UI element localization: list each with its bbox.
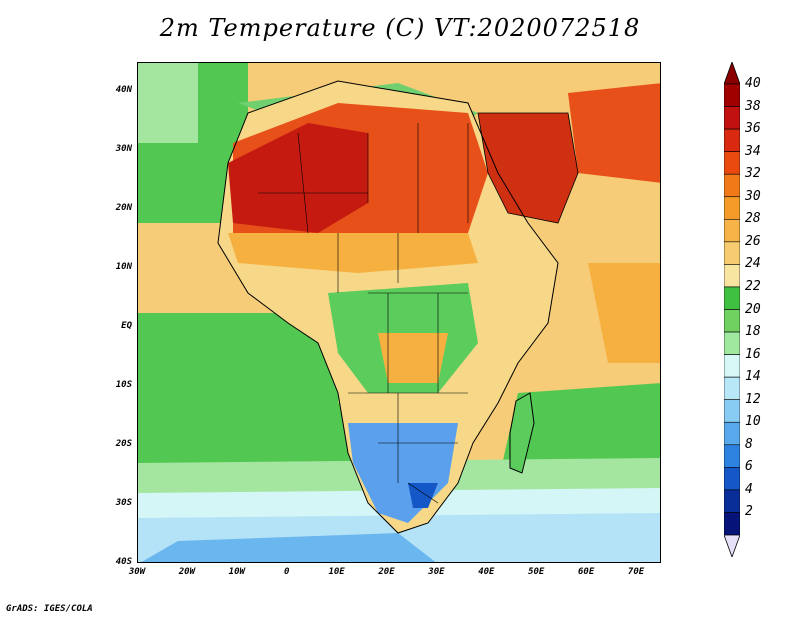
madagascar-outline — [509, 392, 535, 474]
colorbar-segment — [724, 106, 740, 130]
colorbar-label: 14 — [745, 369, 761, 385]
ocean-south-blue — [141, 533, 436, 562]
colorbar-min-arrow — [724, 534, 740, 557]
latitude-label: 10N — [115, 262, 132, 273]
colorbar-label: 22 — [745, 278, 761, 294]
latitude-label: 20S — [115, 439, 132, 450]
colorbar-segment — [724, 331, 740, 355]
latitude-label: 20N — [115, 203, 132, 214]
longitude-label: 30W — [128, 567, 146, 577]
colorbar-label: 26 — [745, 233, 761, 249]
map-title: 2m Temperature (C) VT:2020072518 — [159, 14, 641, 42]
longitude-label: 10W — [228, 567, 245, 577]
colorbar-label: 16 — [745, 346, 761, 362]
colorbar-segment — [724, 421, 740, 446]
colorbar-segment — [724, 489, 740, 513]
longitude-label: 0 — [283, 567, 290, 577]
latitude-label: 30N — [115, 144, 132, 155]
latitude-label: 40N — [115, 85, 132, 96]
longitude-label: 70E — [627, 567, 645, 577]
colorbar-label: 34 — [745, 143, 761, 159]
longitude-label: 40E — [478, 567, 495, 577]
colorbar-segment — [724, 196, 740, 220]
borders — [258, 123, 469, 504]
colorbar-label: 38 — [745, 98, 761, 114]
colorbar-segment — [724, 151, 740, 175]
colorbar-label: 6 — [745, 459, 753, 475]
colorbar-segment — [724, 354, 740, 378]
madagascar — [510, 393, 534, 473]
colorbar-label: 36 — [745, 121, 761, 137]
colorbar-segment — [724, 219, 740, 243]
colorbar-label: 12 — [745, 391, 761, 407]
middle-east-mixed — [568, 83, 660, 183]
colorbar-segment — [724, 512, 740, 536]
ocean-south-atlantic-green — [138, 403, 353, 473]
grads-credit: GrADS: IGES/COLA — [6, 604, 93, 614]
longitude-label: 20E — [378, 567, 395, 577]
colorbar-label: 20 — [745, 301, 761, 317]
ocean-indian-green — [498, 383, 660, 483]
colorbar-segment — [724, 264, 740, 288]
sahara-hot-core — [228, 123, 368, 233]
ocean-gulf-guinea-green — [138, 313, 348, 403]
temperature-map — [137, 62, 661, 563]
colorbar-segment — [724, 83, 740, 107]
colorbar-segment — [724, 309, 740, 333]
sahel-band — [228, 233, 478, 273]
longitude-label: 20W — [178, 567, 196, 577]
colorbar-label: 4 — [745, 481, 753, 497]
longitude-label: 50E — [528, 567, 545, 577]
longitude-label: 10E — [328, 567, 345, 577]
colorbar-segment — [724, 467, 740, 491]
colorbar-label: 2 — [745, 504, 753, 520]
colorbar-label: 10 — [745, 414, 761, 430]
colorbar-segment — [724, 286, 740, 310]
colorbar-segment — [724, 399, 740, 423]
arabia-outline — [477, 112, 579, 224]
colorbar — [724, 62, 740, 557]
map-canvas — [138, 63, 660, 562]
coastline — [217, 80, 559, 534]
colorbar-label: 24 — [745, 256, 761, 272]
colorbar-label: 30 — [745, 188, 761, 204]
colorbar-label: 28 — [745, 211, 761, 227]
colorbar-segment — [724, 241, 740, 265]
ocean-atlantic-north-cool — [138, 63, 198, 143]
latitude-label: EQ — [121, 321, 132, 332]
latitude-label: 10S — [115, 380, 132, 391]
congo-basin-warm — [378, 333, 448, 383]
colorbar-label: 8 — [745, 436, 753, 452]
latitude-label: 40S — [115, 557, 132, 567]
ocean-mid-atlantic-orange — [138, 233, 218, 313]
longitude-label: 60E — [578, 567, 595, 577]
colorbar-label: 40 — [745, 76, 761, 91]
longitude-label: 30E — [428, 567, 445, 577]
colorbar-label: 18 — [745, 324, 761, 340]
colorbar-max-arrow — [724, 62, 740, 85]
ocean-indian-warm — [588, 263, 660, 363]
colorbar-label: 32 — [745, 166, 761, 182]
colorbar-segment — [724, 173, 740, 198]
colorbar-segment — [724, 128, 740, 152]
latitude-label: 30S — [115, 498, 132, 509]
colorbar-segment — [724, 376, 740, 400]
colorbar-segment — [724, 444, 740, 468]
arabia-hot — [478, 113, 578, 223]
southern-africa-cold — [408, 483, 438, 508]
